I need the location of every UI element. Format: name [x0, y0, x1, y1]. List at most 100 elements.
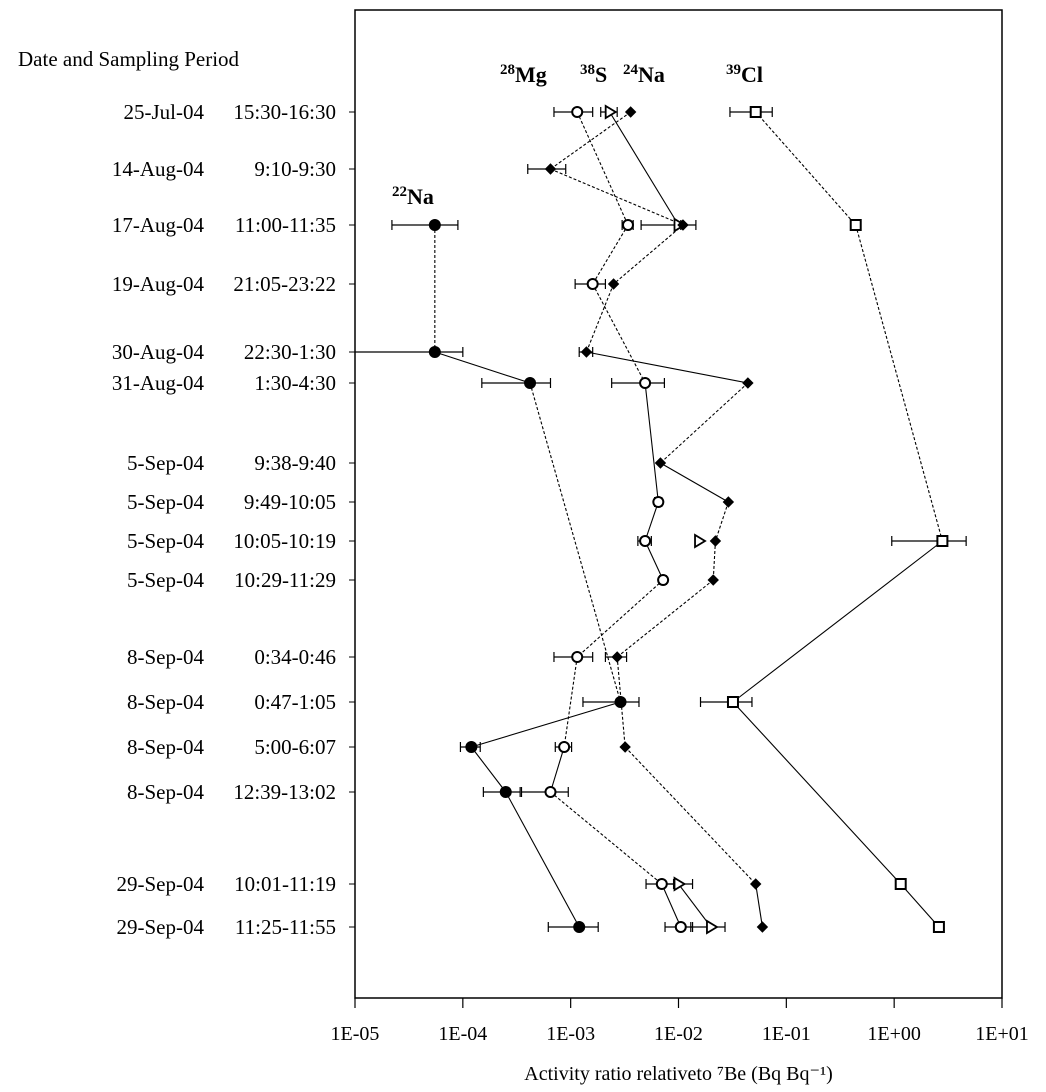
marker-38s — [694, 533, 707, 549]
line-segment-24na — [624, 746, 757, 885]
marker-22na — [428, 346, 441, 358]
row-date-label: 29-Sep-04 — [117, 872, 205, 896]
line-segment-39cl — [732, 701, 902, 885]
line-segment-39cl — [900, 883, 940, 928]
row-period-label: 22:30-1:30 — [244, 340, 336, 364]
marker-28mg — [558, 741, 571, 753]
x-tick-label: 1E-03 — [546, 1023, 595, 1045]
line-segment-24na — [755, 883, 763, 928]
marker-24na — [611, 651, 623, 663]
row-date-label: 8-Sep-04 — [127, 735, 204, 759]
marker-24na — [544, 163, 557, 175]
marker-28mg — [655, 878, 668, 890]
marker-24na — [677, 219, 689, 231]
x-axis-title: Activity ratio relativeto ⁷Be (Bq Bq⁻¹) — [524, 1063, 832, 1085]
marker-28mg — [586, 278, 599, 290]
row-date-label: 29-Sep-04 — [117, 915, 205, 939]
row-date-label: 30-Aug-04 — [112, 340, 205, 364]
series-label-38s: 38S — [580, 62, 607, 87]
marker-24na — [709, 535, 722, 547]
row-date-label: 17-Aug-04 — [112, 213, 205, 237]
line-segment-24na — [660, 382, 749, 464]
marker-39cl — [849, 219, 862, 231]
line-segment-24na — [550, 111, 631, 170]
row-date-label: 19-Aug-04 — [112, 272, 205, 296]
line-segment-39cl — [855, 224, 943, 542]
line-segment-28mg — [661, 883, 682, 928]
marker-24na — [750, 878, 762, 890]
line-segment-28mg — [563, 656, 578, 748]
line-segment-22na — [434, 351, 531, 384]
line-segment-38s — [609, 111, 679, 226]
row-date-label: 25-Jul-04 — [124, 100, 205, 124]
row-period-label: 15:30-16:30 — [233, 100, 336, 124]
line-segment-24na — [712, 540, 716, 581]
line-segment-24na — [616, 579, 714, 658]
marker-39cl — [749, 106, 762, 118]
x-tick-label: 1E-05 — [331, 1023, 380, 1045]
line-segment-24na — [550, 168, 684, 226]
row-period-label: 10:05-10:19 — [233, 529, 336, 553]
x-tick-label: 1E-04 — [438, 1023, 487, 1045]
row-period-label: 10:01-11:19 — [234, 872, 336, 896]
row-date-label: 5-Sep-04 — [127, 529, 204, 553]
error-bars — [355, 107, 967, 932]
x-tick-label: 1E+00 — [867, 1023, 921, 1045]
row-period-label: 11:00-11:35 — [235, 213, 336, 237]
line-segment-22na — [529, 382, 622, 703]
line-segment-28mg — [592, 283, 646, 384]
marker-24na — [756, 921, 769, 933]
marker-24na — [722, 496, 735, 508]
marker-22na — [573, 921, 586, 933]
row-period-label: 0:34-0:46 — [254, 645, 336, 669]
line-segment-28mg — [644, 501, 659, 542]
row-period-label: 0:47-1:05 — [254, 690, 336, 714]
line-segment-28mg — [592, 224, 629, 285]
row-date-label: 14-Aug-04 — [112, 157, 205, 181]
line-segment-28mg — [644, 382, 659, 503]
plot-frame — [354, 9, 1003, 999]
plot-area-border — [354, 9, 1003, 999]
marker-28mg — [639, 377, 652, 389]
marker-28mg — [621, 219, 634, 231]
row-period-label: 9:49-10:05 — [244, 490, 336, 514]
line-segment-28mg — [549, 746, 565, 793]
x-tick-label: 1E-02 — [654, 1023, 703, 1045]
marker-28mg — [674, 921, 687, 933]
marker-38s — [604, 104, 618, 120]
line-segment-28mg — [576, 111, 629, 226]
marker-24na — [580, 346, 593, 358]
marker-38s — [673, 876, 687, 892]
line-segment-28mg — [550, 791, 663, 885]
row-date-label: 8-Sep-04 — [127, 645, 204, 669]
marker-28mg — [652, 496, 665, 508]
series-label-39cl: 39Cl — [726, 62, 763, 87]
line-segment-22na — [471, 701, 621, 748]
line-segment-24na — [660, 462, 729, 503]
data-markers — [428, 104, 949, 935]
marker-22na — [428, 219, 441, 231]
line-segment-24na — [586, 351, 748, 384]
row-labels: 25-Jul-04 15:30-16:30 14-Aug-04 9:10-9:30 17… — [112, 100, 355, 939]
marker-24na — [607, 278, 620, 290]
marker-22na — [614, 696, 627, 708]
row-date-label: 5-Sep-04 — [127, 490, 204, 514]
marker-38s — [706, 919, 719, 935]
marker-24na — [742, 377, 754, 389]
row-date-label: 5-Sep-04 — [127, 568, 204, 592]
x-axis: 1E-05 1E-04 1E-03 1E-02 1E-01 1E+00 1E+01 Activ… — [331, 998, 1029, 1085]
row-period-label: 21:05-23:22 — [233, 272, 336, 296]
marker-28mg — [571, 651, 584, 663]
marker-24na — [654, 457, 667, 469]
marker-39cl — [726, 696, 739, 708]
row-date-label: 31-Aug-04 — [112, 371, 205, 395]
row-period-label: 12:39-13:02 — [233, 780, 336, 804]
line-segment-28mg — [576, 579, 664, 658]
line-segment-24na — [714, 501, 729, 542]
marker-22na — [499, 786, 512, 798]
marker-24na — [624, 106, 637, 118]
row-date-label: 5-Sep-04 — [127, 451, 204, 475]
marker-22na — [465, 741, 478, 753]
row-period-label: 5:00-6:07 — [254, 735, 336, 759]
marker-28mg — [639, 535, 652, 547]
